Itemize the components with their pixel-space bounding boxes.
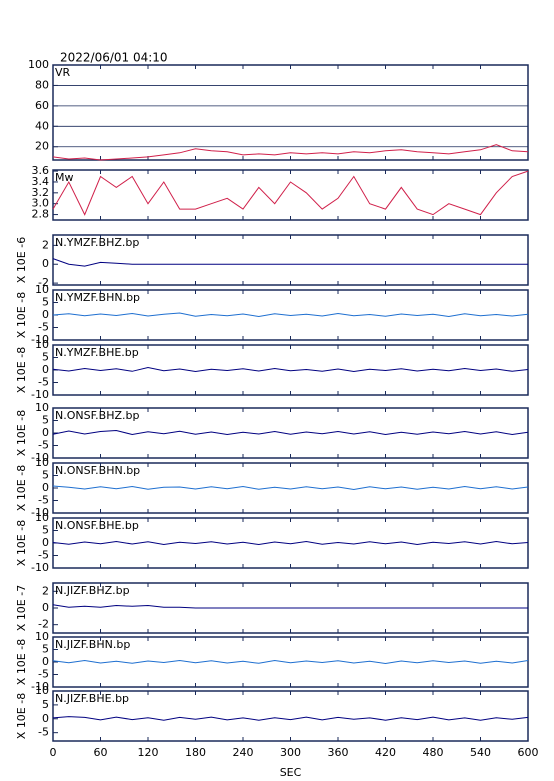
- y-tick-label: -5: [38, 376, 49, 389]
- y-tick-label: 5: [42, 296, 49, 309]
- y-tick-label: 20: [35, 140, 49, 153]
- x-tick-label: 360: [328, 746, 349, 759]
- y-tick-label: 0: [42, 655, 49, 668]
- y-tick-label: 5: [42, 414, 49, 427]
- x-tick-label: 240: [233, 746, 254, 759]
- chart-title: 2022/06/01 04:10: [60, 51, 168, 65]
- y-tick-label: 0: [42, 601, 49, 614]
- trace: [52, 144, 529, 161]
- y-tick-label: -5: [38, 439, 49, 452]
- y-tick-label: 0: [42, 712, 49, 725]
- y-tick-label: 2.8: [32, 208, 50, 221]
- y-tick-label: 80: [35, 78, 49, 91]
- panel-frame: [52, 169, 529, 221]
- x-tick-label: 120: [138, 746, 159, 759]
- panel-label: N.ONSF.BHZ.bp: [55, 409, 139, 422]
- y-axis-label: X 10E -8: [15, 292, 28, 338]
- y-tick-label: 0: [42, 426, 49, 439]
- trace: [52, 366, 529, 373]
- trace: [52, 429, 529, 436]
- x-tick-label: 300: [280, 746, 301, 759]
- trace: [52, 312, 529, 318]
- y-tick-label: -5: [38, 668, 49, 681]
- y-tick-label: -10: [31, 506, 49, 519]
- y-tick-label: 0: [42, 481, 49, 494]
- panel-label: N.YMZF.BHN.bp: [55, 291, 140, 304]
- y-tick-label: -5: [38, 726, 49, 739]
- y-tick-label: -10: [31, 388, 49, 401]
- panel-label: VR: [55, 66, 71, 79]
- y-tick-label: 10: [35, 283, 49, 296]
- x-tick-label: 60: [94, 746, 108, 759]
- y-tick-label: 60: [35, 99, 49, 112]
- y-axis-label: X 10E -8: [15, 639, 28, 685]
- trace: [52, 170, 529, 216]
- y-tick-label: 3.6: [32, 164, 50, 177]
- y-tick-label: 3.2: [32, 186, 50, 199]
- x-tick-label: 480: [423, 746, 444, 759]
- panel-label: N.JIZF.BHZ.bp: [55, 584, 130, 597]
- y-axis-label: X 10E -6: [15, 237, 28, 283]
- y-tick-label: -10: [31, 561, 49, 574]
- trace: [52, 716, 529, 721]
- y-tick-label: 10: [35, 338, 49, 351]
- y-tick-label: 3.4: [32, 175, 50, 188]
- panel-frame: [52, 64, 529, 161]
- y-tick-label: -2: [38, 618, 49, 631]
- panel-label: N.YMZF.BHE.bp: [55, 346, 139, 359]
- x-tick-label: 540: [470, 746, 491, 759]
- y-axis-label: X 10E -8: [15, 693, 28, 739]
- y-tick-label: 0: [42, 536, 49, 549]
- y-tick-label: -10: [31, 680, 49, 693]
- y-tick-label: 5: [42, 351, 49, 364]
- trace: [52, 604, 528, 609]
- y-tick-label: 5: [42, 643, 49, 656]
- y-tick-label: -5: [38, 321, 49, 334]
- panel-label: N.ONSF.BHE.bp: [55, 519, 139, 532]
- trace: [52, 258, 528, 267]
- y-tick-label: 40: [35, 119, 49, 132]
- y-tick-label: 5: [42, 698, 49, 711]
- y-tick-label: 10: [35, 401, 49, 414]
- y-tick-label: 2: [42, 584, 49, 597]
- y-axis-label: X 10E -8: [15, 347, 28, 393]
- x-axis-label: SEC: [280, 766, 302, 779]
- panel-label: N.ONSF.BHN.bp: [55, 464, 140, 477]
- y-axis-label: X 10E -8: [15, 465, 28, 511]
- y-tick-label: -5: [38, 549, 49, 562]
- y-tick-label: 0: [42, 257, 49, 270]
- y-tick-label: 5: [42, 469, 49, 482]
- y-tick-label: -2: [38, 276, 49, 289]
- panel-label: N.JIZF.BHN.bp: [55, 638, 130, 651]
- y-tick-label: 2: [42, 238, 49, 251]
- panel-label: N.YMZF.BHZ.bp: [55, 236, 139, 249]
- y-axis-label: X 10E -7: [15, 585, 28, 631]
- trace: [52, 540, 529, 546]
- y-tick-label: -10: [31, 451, 49, 464]
- y-tick-label: 10: [35, 456, 49, 469]
- y-tick-label: -10: [31, 333, 49, 346]
- panel-label: N.JIZF.BHE.bp: [55, 692, 129, 705]
- panel-label: Mw: [55, 171, 74, 184]
- y-axis-label: X 10E -8: [15, 520, 28, 566]
- x-tick-label: 600: [518, 746, 539, 759]
- y-tick-label: -5: [38, 494, 49, 507]
- y-tick-label: 10: [35, 511, 49, 524]
- x-tick-label: 420: [375, 746, 396, 759]
- y-tick-label: 0: [42, 308, 49, 321]
- x-tick-label: 180: [185, 746, 206, 759]
- trace: [52, 485, 529, 491]
- y-tick-label: 5: [42, 524, 49, 537]
- trace: [52, 659, 529, 665]
- y-tick-label: 100: [28, 58, 49, 71]
- y-tick-label: 3.0: [32, 197, 50, 210]
- y-tick-label: 10: [35, 684, 49, 697]
- y-axis-label: X 10E -8: [15, 410, 28, 456]
- x-tick-label: 0: [50, 746, 57, 759]
- y-tick-label: 0: [42, 363, 49, 376]
- y-tick-label: 10: [35, 630, 49, 643]
